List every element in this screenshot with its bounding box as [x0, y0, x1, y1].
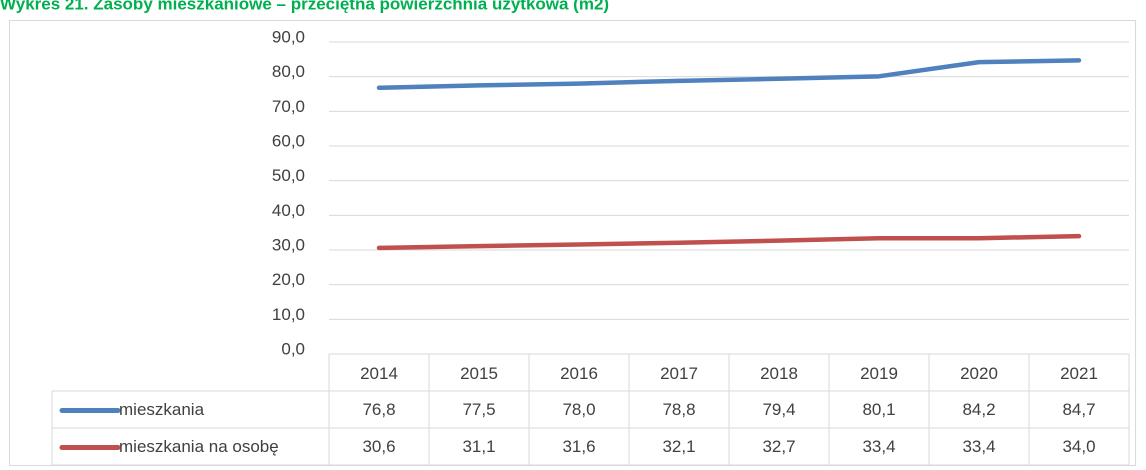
y-tick-label: 0,0 [281, 339, 305, 358]
y-tick-label: 50,0 [272, 166, 305, 185]
y-tick-label: 20,0 [272, 270, 305, 289]
line-series [376, 233, 1082, 251]
x-tick-label: 2020 [960, 364, 998, 383]
table-value: 31,6 [562, 437, 595, 456]
table-value: 78,8 [662, 400, 695, 419]
table-value: 80,1 [862, 400, 895, 419]
x-tick-label: 2017 [660, 364, 698, 383]
y-tick-label: 10,0 [272, 305, 305, 324]
table-value: 84,2 [962, 400, 995, 419]
table-value: 34,0 [1062, 437, 1095, 456]
x-tick-label: 2014 [360, 364, 398, 383]
chart-title: Wykres 21. Zasoby mieszkaniowe – przecię… [0, 0, 609, 13]
table-value: 78,0 [562, 400, 595, 419]
x-tick-label: 2019 [860, 364, 898, 383]
table-value: 77,5 [462, 400, 495, 419]
y-tick-label: 90,0 [272, 27, 305, 46]
table-value: 79,4 [762, 400, 795, 419]
table-value: 31,1 [462, 437, 495, 456]
legend-label: mieszkania [119, 400, 205, 419]
y-tick-label: 70,0 [272, 97, 305, 116]
table-value: 33,4 [962, 437, 995, 456]
table-value: 33,4 [862, 437, 895, 456]
table-value: 32,7 [762, 437, 795, 456]
table-value: 76,8 [362, 400, 395, 419]
table-value: 32,1 [662, 437, 695, 456]
y-tick-label: 30,0 [272, 235, 305, 254]
y-tick-label: 80,0 [272, 62, 305, 81]
table-value: 84,7 [1062, 400, 1095, 419]
x-tick-label: 2021 [1060, 364, 1098, 383]
y-tick-label: 60,0 [272, 131, 305, 150]
x-tick-label: 2015 [460, 364, 498, 383]
legend-label: mieszkania na osobę [119, 437, 279, 456]
table-value: 30,6 [362, 437, 395, 456]
y-tick-label: 40,0 [272, 201, 305, 220]
line-series [376, 58, 1082, 91]
x-tick-label: 2018 [760, 364, 798, 383]
x-tick-label: 2016 [560, 364, 598, 383]
